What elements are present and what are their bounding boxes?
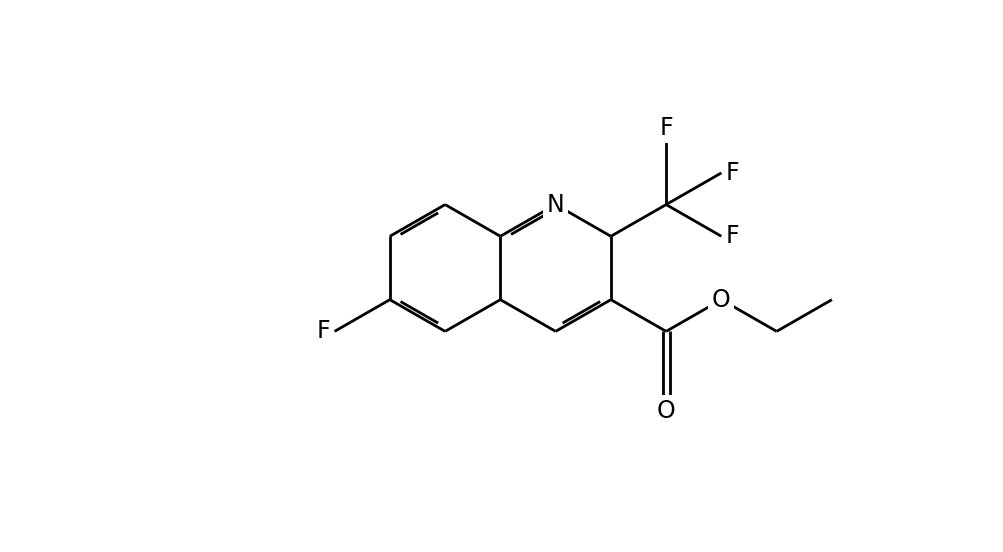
Text: O: O — [711, 288, 730, 312]
Text: F: F — [724, 161, 738, 185]
Text: F: F — [317, 320, 330, 343]
Text: F: F — [724, 224, 738, 248]
Text: N: N — [547, 193, 564, 216]
Text: O: O — [656, 399, 675, 423]
Text: F: F — [659, 116, 672, 140]
